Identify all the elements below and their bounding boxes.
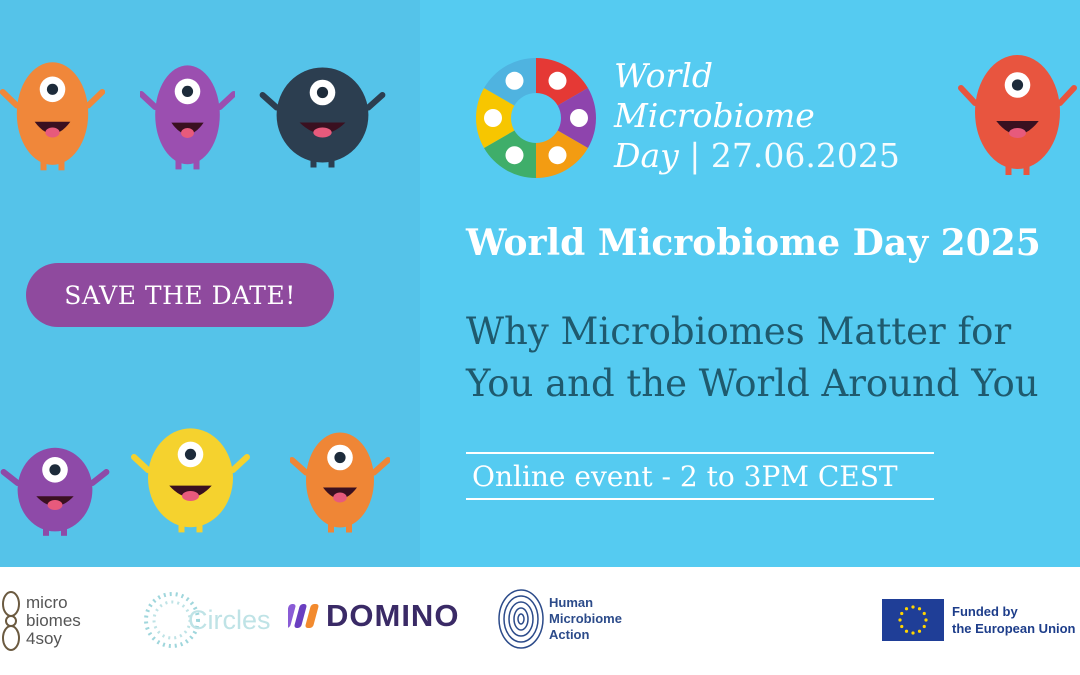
dog-icon: [570, 109, 588, 127]
navy-monster: [259, 67, 386, 168]
red-monster: [958, 55, 1077, 175]
hma-line-3: Action: [549, 627, 590, 642]
eu-line-1: Funded by: [952, 604, 1018, 619]
purple-monster: [140, 65, 235, 170]
eu-star-icon: [922, 624, 926, 629]
m4s-line-3: 4soy: [26, 629, 62, 648]
dotted-circle-icon: [144, 592, 200, 648]
eu-star-icon: [917, 629, 922, 633]
m4s-line-2: biomes: [26, 611, 81, 630]
eu-star-icon: [924, 618, 928, 622]
eu-star-icon: [904, 607, 909, 611]
human-microbiome-action-logo: Human Microbiome Action: [497, 588, 622, 650]
logo-line-world: World: [614, 56, 713, 95]
purple-round-monster: [0, 447, 110, 536]
logo-date: | 27.06.2025: [689, 136, 900, 175]
eu-star-icon: [898, 618, 902, 622]
water-drop-icon: [505, 71, 524, 90]
eu-flag-icon: [882, 599, 944, 641]
eu-funding-logo: Funded by the European Union: [882, 599, 1076, 641]
m4s-line-1: micro: [26, 593, 68, 612]
domino-mark-icon: [288, 604, 319, 628]
eu-star-icon: [900, 624, 904, 629]
eu-star-icon: [922, 611, 926, 616]
apple-icon: [548, 146, 567, 165]
page-title: World Microbiome Day 2025: [466, 222, 1041, 264]
subtitle-line-2: You and the World Around You: [466, 362, 1039, 405]
domino-logo: DOMINO: [288, 598, 459, 634]
dna-knot-icon: [2, 591, 20, 651]
sprout-icon: [484, 109, 502, 127]
logo-text: World Microbiome Day | 27.06.2025: [614, 56, 900, 176]
head-icon: [548, 71, 567, 90]
yellow-monster: [131, 428, 250, 533]
eu-line-2: the European Union: [952, 621, 1076, 636]
hma-line-1: Human: [549, 595, 594, 610]
orange-tall-monster: [290, 432, 390, 533]
eu-star-icon: [911, 631, 915, 635]
save-the-date-badge: SAVE THE DATE!: [26, 263, 334, 327]
orange-monster: [0, 62, 105, 171]
logo-line-day: Day: [614, 136, 679, 175]
event-info: Online event - 2 to 3PM CEST: [466, 452, 934, 500]
fingerprint-icon: [498, 589, 544, 649]
eu-star-icon: [904, 629, 909, 633]
world-microbiome-day-logo-wheel: [476, 58, 596, 178]
microbiomes4soy-logo: micro biomes 4soy: [0, 590, 81, 652]
eu-star-icon: [911, 605, 915, 609]
subtitle-line-1: Why Microbiomes Matter for: [466, 310, 1012, 353]
logo-line-microbiome: Microbiome: [614, 96, 815, 135]
eu-star-icon: [917, 607, 922, 611]
domino-text: DOMINO: [326, 598, 460, 633]
circles-logo: Circles: [140, 588, 271, 652]
eu-star-icon: [900, 611, 904, 616]
subtitle: Why Microbiomes Matter for You and the W…: [466, 306, 1039, 410]
circles-text: Circles: [188, 604, 271, 635]
tree-icon: [505, 146, 524, 165]
hma-line-2: Microbiome: [549, 611, 622, 626]
